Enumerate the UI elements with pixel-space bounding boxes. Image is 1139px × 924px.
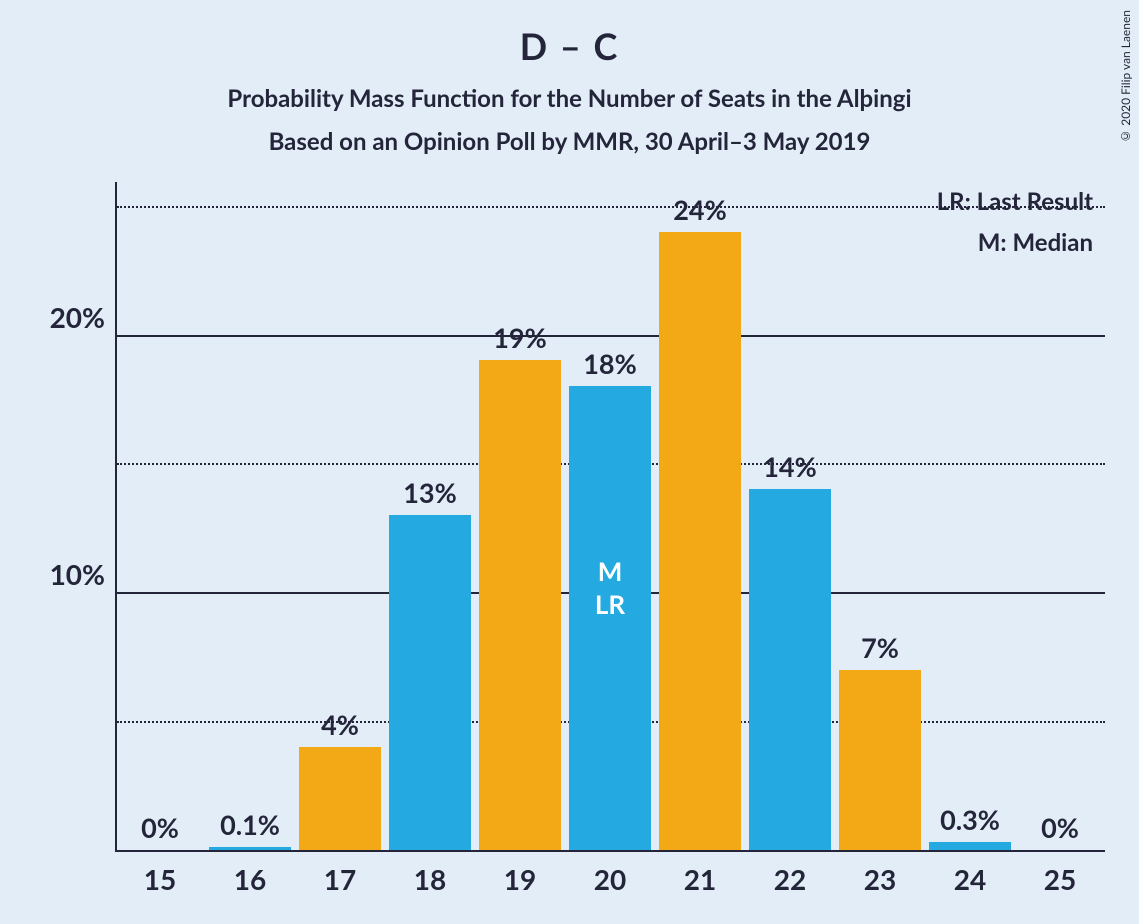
bar-value-label: 18% <box>583 347 636 380</box>
x-tick-label: 22 <box>774 862 806 896</box>
x-tick-label: 21 <box>684 862 716 896</box>
x-tick-label: 16 <box>234 862 266 896</box>
x-tick-label: 15 <box>144 862 176 896</box>
copyright-label: © 2020 Filip van Laenen <box>1118 10 1133 144</box>
bar-value-label: 0% <box>141 811 179 844</box>
bar <box>839 670 922 850</box>
bar-value-label: 0% <box>1041 811 1079 844</box>
bar-value-label: 0.1% <box>220 808 280 841</box>
bar <box>299 747 382 850</box>
bar-value-label: 7% <box>861 631 899 664</box>
y-tick-label: 20% <box>50 300 105 334</box>
x-tick-label: 23 <box>864 862 896 896</box>
y-tick-label: 10% <box>50 557 105 591</box>
gridline-major <box>117 335 1105 337</box>
x-axis <box>115 850 1105 852</box>
legend-m: M: Median <box>937 223 1093 264</box>
x-tick-label: 24 <box>954 862 986 896</box>
bar-value-label: 0.3% <box>940 803 1000 836</box>
legend-lr: LR: Last Result <box>937 182 1093 223</box>
bar <box>929 842 1012 850</box>
bar <box>749 489 832 850</box>
chart-subtitle-1: Probability Mass Function for the Number… <box>0 84 1139 113</box>
bar-value-label: 14% <box>763 450 816 483</box>
median-marker: MLR <box>595 555 625 620</box>
gridline-minor <box>117 206 1105 208</box>
bar <box>479 360 562 850</box>
bar <box>659 232 742 850</box>
x-tick-label: 17 <box>324 862 356 896</box>
x-tick-label: 18 <box>414 862 446 896</box>
bar-value-label: 19% <box>493 321 546 354</box>
bar <box>389 515 472 850</box>
chart-subtitle-2: Based on an Opinion Poll by MMR, 30 Apri… <box>0 127 1139 156</box>
bar-value-label: 24% <box>673 193 726 226</box>
legend: LR: Last Result M: Median <box>937 182 1093 264</box>
x-tick-label: 20 <box>594 862 626 896</box>
x-tick-label: 19 <box>504 862 536 896</box>
plot-area: LR: Last Result M: Median 10%20%0%150.1%… <box>115 182 1105 852</box>
bar <box>209 847 292 850</box>
y-axis <box>115 182 117 852</box>
x-tick-label: 25 <box>1044 862 1076 896</box>
bar-value-label: 13% <box>403 476 456 509</box>
bar-value-label: 4% <box>321 708 359 741</box>
chart-title: D – C <box>0 24 1139 68</box>
chart-container: D – C Probability Mass Function for the … <box>0 0 1139 924</box>
